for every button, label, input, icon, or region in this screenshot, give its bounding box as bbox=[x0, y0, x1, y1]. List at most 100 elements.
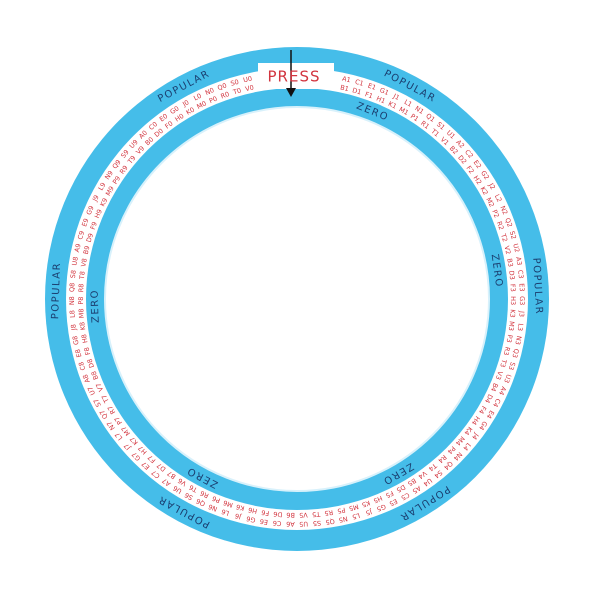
code-label: D6 bbox=[273, 510, 283, 519]
code-label: P9 bbox=[111, 175, 122, 186]
code-label: G5 bbox=[375, 502, 387, 513]
code-label: R2 bbox=[495, 220, 505, 231]
code-label: D1 bbox=[351, 86, 362, 96]
code-label: E1 bbox=[367, 82, 377, 92]
code-label: V6 bbox=[176, 476, 188, 487]
code-label: Q1 bbox=[424, 112, 436, 124]
code-label: T8 bbox=[78, 271, 87, 281]
code-label: S2 bbox=[508, 230, 518, 240]
zero-label: ZERO bbox=[489, 253, 505, 288]
code-label: B7 bbox=[166, 469, 178, 481]
code-label: L7 bbox=[113, 431, 124, 442]
code-label: U1 bbox=[445, 129, 457, 141]
code-label: T4 bbox=[427, 461, 439, 473]
code-label: B4 bbox=[489, 382, 500, 393]
code-label: F4 bbox=[477, 404, 488, 415]
code-label: C4 bbox=[491, 397, 502, 408]
code-label: P0 bbox=[208, 95, 219, 106]
code-label: A1 bbox=[341, 75, 351, 85]
code-label: J2 bbox=[486, 181, 496, 191]
code-label: V7 bbox=[94, 382, 105, 393]
code-label: C3 bbox=[516, 269, 525, 279]
code-label: G4 bbox=[477, 420, 489, 432]
pointer-arrow bbox=[286, 88, 296, 97]
code-label: S1 bbox=[435, 120, 446, 131]
code-label: L4 bbox=[461, 441, 472, 452]
code-label: C9 bbox=[76, 230, 86, 241]
code-label: A7 bbox=[161, 476, 173, 488]
code-label: F6 bbox=[261, 508, 270, 517]
code-label: H5 bbox=[372, 494, 383, 505]
code-label: U2 bbox=[511, 243, 521, 253]
code-label: K1 bbox=[387, 100, 398, 111]
code-label: F9 bbox=[89, 221, 99, 231]
code-label: D5 bbox=[395, 483, 407, 494]
code-label: H2 bbox=[472, 174, 484, 186]
code-label: C6 bbox=[272, 519, 281, 528]
code-label: V8 bbox=[79, 258, 88, 268]
code-label: U7 bbox=[86, 385, 97, 396]
code-label: R6 bbox=[199, 489, 210, 500]
code-label: R9 bbox=[118, 164, 130, 176]
code-label: R5 bbox=[324, 508, 334, 517]
code-label: M6 bbox=[222, 498, 234, 509]
code-label: V1 bbox=[439, 135, 451, 147]
code-label: L8 bbox=[68, 310, 76, 318]
code-label: F8 bbox=[83, 346, 93, 356]
code-label: H1 bbox=[375, 94, 386, 105]
code-label: T1 bbox=[429, 127, 441, 139]
code-label: Q5 bbox=[325, 517, 335, 526]
code-label: M5 bbox=[348, 502, 360, 512]
code-label: Q9 bbox=[111, 158, 123, 170]
code-label: N9 bbox=[103, 169, 115, 181]
code-label: R4 bbox=[436, 453, 448, 465]
code-label: H3 bbox=[509, 296, 517, 305]
code-label: Q6 bbox=[195, 497, 207, 508]
code-label: M9 bbox=[104, 185, 116, 197]
press-box bbox=[258, 63, 334, 89]
code-label: C2 bbox=[463, 148, 475, 160]
code-label: T9 bbox=[125, 154, 137, 166]
code-label: E0 bbox=[158, 112, 169, 123]
code-label: P7 bbox=[113, 415, 124, 426]
code-label: G3 bbox=[518, 296, 526, 305]
code-label: T5 bbox=[312, 510, 322, 519]
code-label: E5 bbox=[388, 497, 399, 508]
code-label: J3 bbox=[517, 310, 525, 318]
code-label: R8 bbox=[77, 283, 85, 292]
code-label: N2 bbox=[498, 205, 509, 216]
popular-label: POPULAR bbox=[530, 258, 544, 316]
code-label: N6 bbox=[207, 502, 218, 513]
code-label: Q3 bbox=[510, 348, 520, 359]
code-label: B8 bbox=[90, 370, 101, 381]
code-label: D7 bbox=[155, 461, 167, 473]
code-label: A9 bbox=[73, 243, 83, 253]
code-label: J8 bbox=[69, 324, 78, 332]
code-label: G6 bbox=[246, 514, 257, 524]
code-label: G2 bbox=[479, 169, 491, 181]
code-label: N5 bbox=[338, 514, 348, 524]
code-label: Q8 bbox=[68, 283, 76, 293]
code-label: L5 bbox=[351, 511, 361, 521]
code-label: A4 bbox=[497, 385, 508, 396]
code-label: K7 bbox=[128, 435, 140, 447]
code-label: G8 bbox=[71, 335, 81, 345]
code-label: L9 bbox=[97, 181, 108, 192]
code-label: J9 bbox=[90, 194, 100, 204]
code-label: F5 bbox=[384, 489, 395, 500]
code-label: E2 bbox=[472, 159, 483, 170]
code-label: B2 bbox=[448, 144, 460, 156]
code-label: L2 bbox=[493, 193, 504, 204]
code-label: C7 bbox=[150, 468, 162, 480]
popular-label: POPULAR bbox=[50, 262, 63, 320]
code-label: J7 bbox=[122, 442, 133, 453]
code-label: M2 bbox=[484, 196, 496, 208]
code-label: U9 bbox=[128, 138, 140, 150]
code-label: B1 bbox=[339, 83, 349, 93]
code-label: T3 bbox=[498, 357, 508, 368]
code-label: N0 bbox=[204, 86, 215, 97]
code-label: P3 bbox=[505, 334, 514, 343]
code-label: D8 bbox=[86, 358, 96, 369]
code-label: B6 bbox=[286, 511, 295, 519]
code-label: M1 bbox=[397, 105, 409, 117]
